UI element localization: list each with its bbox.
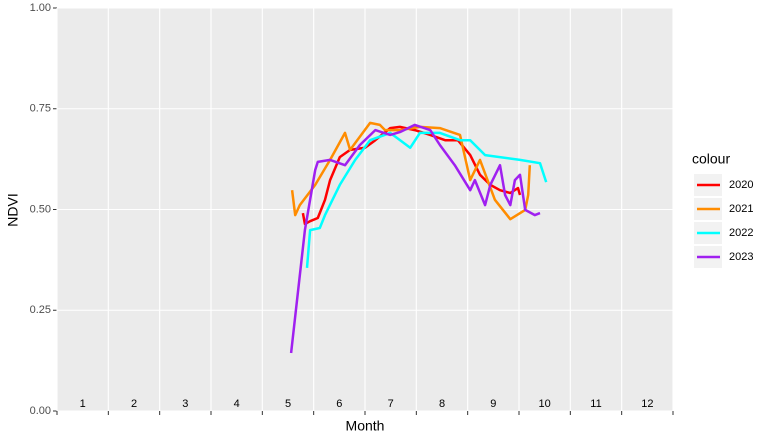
month-label: 4 [234,398,240,410]
x-axis-title: Month [346,418,385,434]
month-label: 10 [539,398,551,410]
series-line [290,121,532,221]
series-line [301,125,522,226]
month-label: 9 [490,398,496,410]
legend-label: 2021 [729,203,753,215]
y-tick-label: 0.00 [30,405,51,417]
y-axis-title: NDVI [5,193,21,226]
legend-label: 2020 [729,179,753,191]
series-line [305,131,548,269]
series-line [289,123,541,354]
month-label: 11 [590,398,601,410]
month-label: 6 [336,398,342,410]
month-label: 5 [285,398,291,410]
month-label: 2 [131,398,137,410]
legend-label: 2022 [729,227,753,239]
month-label: 8 [439,398,445,410]
legend-title: colour [692,151,730,167]
y-tick-label: 0.25 [30,304,51,316]
legend-label: 2023 [729,251,753,263]
month-label: 3 [182,398,188,410]
y-tick-label: 0.50 [30,203,51,215]
month-label: 12 [641,398,653,410]
y-tick-label: 1.00 [30,2,51,14]
y-tick-label: 0.75 [30,103,51,115]
month-label: 1 [80,398,86,410]
month-label: 7 [388,398,394,410]
